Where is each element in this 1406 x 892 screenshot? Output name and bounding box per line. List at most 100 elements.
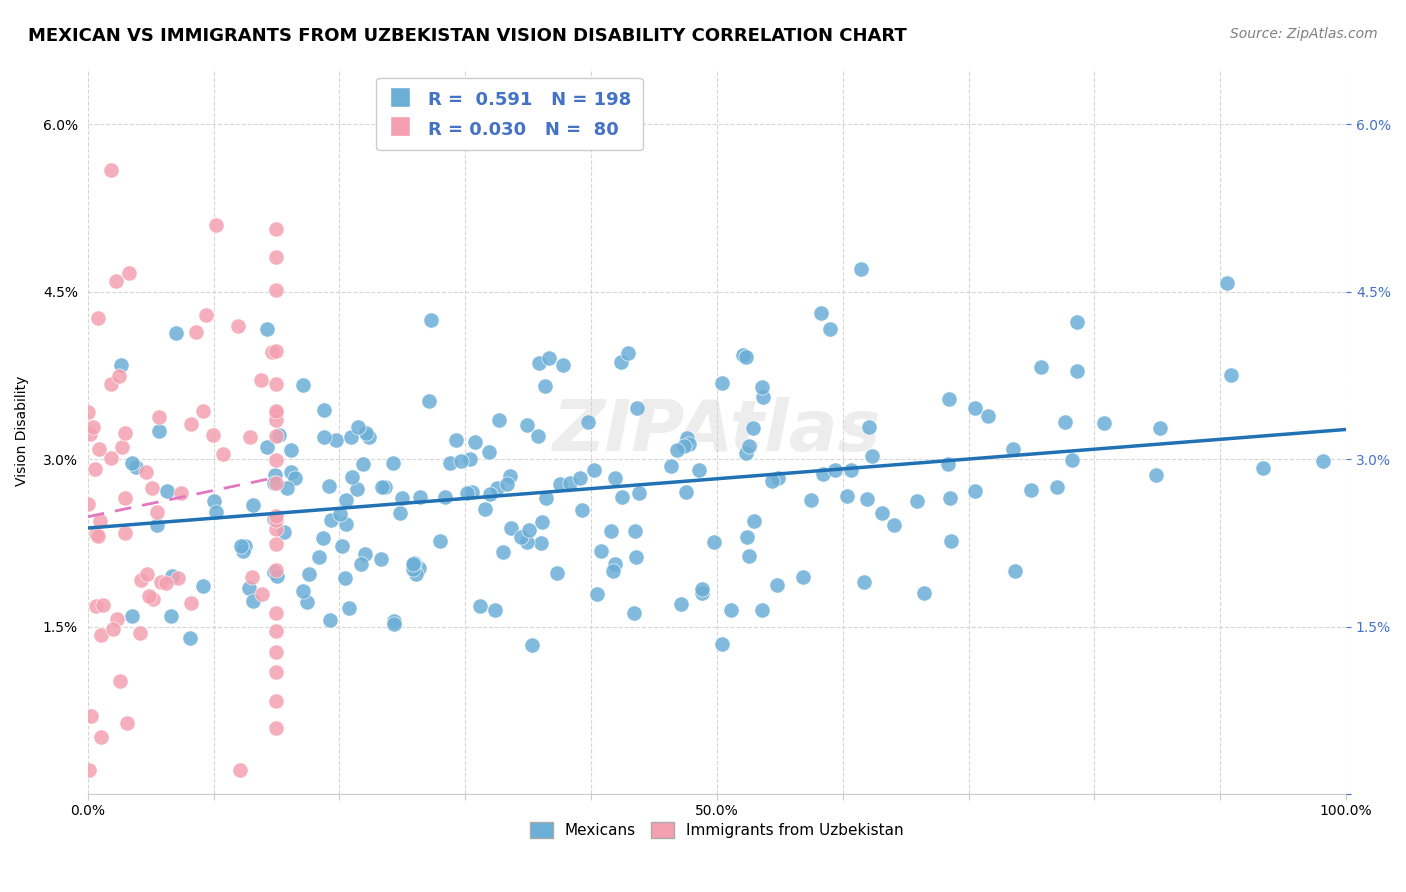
Point — [89, 514, 111, 528]
Point — [167, 571, 190, 585]
Point — [266, 283, 288, 297]
Point — [110, 359, 132, 373]
Point — [156, 483, 179, 498]
Point — [761, 474, 783, 488]
Point — [330, 539, 353, 553]
Point — [824, 463, 846, 477]
Point — [266, 522, 288, 536]
Point — [86, 310, 108, 325]
Point — [603, 471, 626, 485]
Point — [114, 425, 136, 440]
Point — [256, 322, 278, 336]
Point — [1066, 315, 1088, 329]
Point — [839, 463, 862, 477]
Point — [710, 637, 733, 651]
Point — [333, 571, 356, 585]
Point — [129, 626, 152, 640]
Point — [616, 345, 638, 359]
Point — [232, 544, 254, 558]
Point — [212, 447, 235, 461]
Point — [1046, 480, 1069, 494]
Point — [509, 530, 531, 544]
Text: ZIPAtlas: ZIPAtlas — [553, 397, 882, 466]
Point — [314, 403, 336, 417]
Point — [141, 481, 163, 495]
Point — [1216, 276, 1239, 290]
Point — [1004, 565, 1026, 579]
Point — [1060, 453, 1083, 467]
Point — [792, 569, 814, 583]
Point — [800, 492, 823, 507]
Point — [266, 476, 288, 491]
Point — [963, 401, 986, 415]
Point — [849, 261, 872, 276]
Point — [352, 458, 374, 472]
Point — [346, 482, 368, 496]
Point — [538, 351, 561, 365]
Point — [84, 599, 107, 614]
Point — [738, 439, 761, 453]
Point — [266, 537, 288, 551]
Point — [853, 574, 876, 589]
Point — [118, 266, 141, 280]
Point — [571, 503, 593, 517]
Point — [474, 501, 496, 516]
Point — [242, 594, 264, 608]
Point — [276, 481, 298, 495]
Point — [492, 545, 515, 559]
Point — [486, 482, 509, 496]
Point — [266, 624, 288, 638]
Point — [354, 425, 377, 440]
Point — [100, 376, 122, 391]
Point — [1066, 364, 1088, 378]
Point — [1251, 461, 1274, 475]
Point — [266, 513, 288, 527]
Text: MEXICAN VS IMMIGRANTS FROM UZBEKISTAN VISION DISABILITY CORRELATION CHART: MEXICAN VS IMMIGRANTS FROM UZBEKISTAN VI… — [28, 27, 907, 45]
Point — [266, 453, 288, 467]
Point — [205, 505, 228, 519]
Point — [546, 566, 568, 580]
Point — [266, 694, 288, 708]
Y-axis label: Vision Disability: Vision Disability — [15, 376, 30, 486]
Point — [484, 603, 506, 617]
Point — [180, 596, 202, 610]
Point — [121, 456, 143, 470]
Point — [240, 569, 263, 583]
Point — [179, 631, 201, 645]
Point — [107, 612, 129, 626]
Point — [87, 529, 110, 543]
Point — [388, 506, 411, 520]
Point — [450, 454, 472, 468]
Point — [391, 491, 413, 505]
Point — [659, 458, 682, 473]
Point — [530, 536, 553, 550]
Point — [623, 606, 645, 620]
Point — [516, 417, 538, 432]
Point — [464, 435, 486, 450]
Point — [357, 429, 380, 443]
Point — [533, 379, 555, 393]
Point — [576, 415, 599, 429]
Point — [148, 424, 170, 438]
Point — [191, 579, 214, 593]
Point — [350, 557, 373, 571]
Point — [603, 558, 626, 572]
Point — [146, 518, 169, 533]
Point — [312, 531, 335, 545]
Point — [267, 428, 290, 442]
Point — [434, 490, 457, 504]
Point — [499, 521, 522, 535]
Point — [408, 561, 430, 575]
Point — [242, 498, 264, 512]
Point — [738, 549, 761, 563]
Point — [860, 449, 883, 463]
Point — [262, 344, 284, 359]
Point — [1220, 368, 1243, 383]
Point — [347, 419, 370, 434]
Point — [527, 429, 550, 443]
Point — [872, 506, 894, 520]
Point — [335, 492, 357, 507]
Point — [1054, 415, 1077, 429]
Point — [233, 539, 256, 553]
Point — [1144, 468, 1167, 483]
